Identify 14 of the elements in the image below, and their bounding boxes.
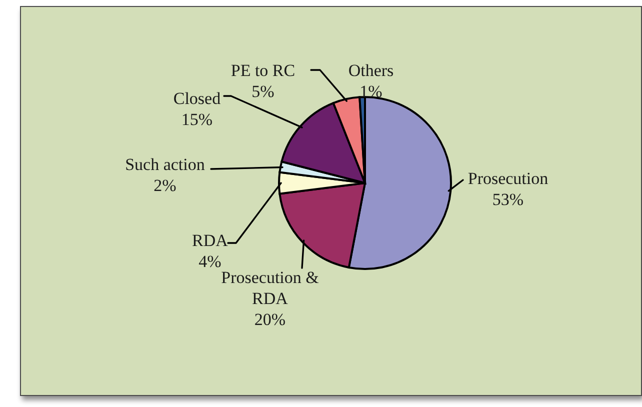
slice-label: Closed <box>173 88 222 108</box>
data-label: 20% <box>254 310 286 329</box>
slice-label: PE to RC <box>230 60 296 80</box>
data-label: 2% <box>154 176 176 195</box>
slice-label: Such action <box>125 154 206 174</box>
slice-label: Prosecution <box>468 168 549 188</box>
slice-label: RDA <box>192 230 229 250</box>
data-label: 1% <box>360 82 382 101</box>
data-label: 4% <box>198 252 222 271</box>
data-label: 53% <box>492 190 524 209</box>
slice-label: Others <box>348 60 394 80</box>
data-label: 15% <box>181 110 213 129</box>
data-label: 5% <box>252 82 274 101</box>
slice-label: Prosecution & RDA <box>221 268 319 308</box>
